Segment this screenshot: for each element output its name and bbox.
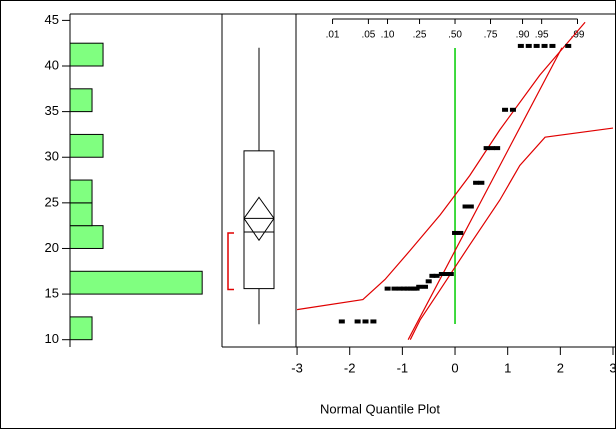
quantile-point: [549, 43, 556, 48]
quantile-point: [457, 230, 464, 235]
quantile-point: [354, 319, 361, 324]
prob-tick-label: .90: [516, 30, 530, 41]
y-tick-label: 25: [45, 194, 59, 209]
confidence-band: [296, 21, 586, 311]
quantile-point: [400, 286, 407, 291]
quantile-point: [433, 273, 440, 278]
quantile-point: [565, 43, 572, 48]
prob-tick-label: .95: [535, 30, 549, 41]
prob-tick-label: .10: [381, 30, 395, 41]
quantile-point: [494, 146, 501, 151]
y-tick-label: 35: [45, 103, 59, 118]
quantile-point: [422, 284, 429, 289]
quantile-point: [462, 204, 469, 209]
histogram-bar: [69, 202, 93, 227]
prob-tick-label: .99: [571, 30, 585, 41]
x-tick-label: -3: [291, 360, 303, 375]
mean-diamond: [243, 196, 275, 242]
quantile-point: [452, 230, 459, 235]
quantile-point: [467, 204, 474, 209]
quantile-point: [370, 319, 377, 324]
quantile-point: [416, 284, 423, 289]
quantile-point: [533, 43, 540, 48]
quantile-point: [525, 43, 532, 48]
histogram-bar: [69, 316, 93, 341]
x-axis-label: Normal Quantile Plot: [320, 401, 440, 416]
histogram-bar: [69, 88, 93, 113]
quantile-point: [407, 286, 414, 291]
quantile-point: [404, 286, 411, 291]
quantile-point: [438, 272, 445, 277]
y-tick-label: 20: [45, 240, 59, 255]
x-tick-label: 3: [609, 360, 616, 375]
x-tick-label: -1: [397, 360, 409, 375]
y-tick-label: 45: [45, 12, 59, 27]
prob-tick-label: .75: [484, 30, 498, 41]
quantile-point: [425, 279, 432, 284]
confidence-band: [409, 127, 614, 340]
y-tick-label: 40: [45, 57, 59, 72]
quantile-point: [509, 107, 516, 112]
quantile-point: [488, 146, 495, 151]
quantile-point: [429, 273, 436, 278]
quantile-point: [362, 319, 369, 324]
box: [243, 150, 275, 290]
y-tick-label: 10: [45, 331, 59, 346]
quantile-point: [541, 43, 548, 48]
histogram-bar: [69, 225, 104, 249]
y-tick-label: 30: [45, 149, 59, 164]
quantile-point: [517, 43, 524, 48]
prob-tick-label: .50: [448, 30, 462, 41]
prob-tick-label: .01: [326, 30, 340, 41]
prob-tick-label: .25: [413, 30, 427, 41]
histogram-bar: [69, 42, 104, 67]
quantile-point: [483, 146, 490, 151]
quantile-point: [384, 286, 391, 291]
x-tick-label: 0: [451, 360, 458, 375]
x-tick-label: 2: [557, 360, 564, 375]
shortest-half-bracket: [227, 232, 234, 291]
quantile-point: [338, 319, 345, 324]
quantile-point: [391, 286, 398, 291]
y-tick-label: 15: [45, 286, 59, 301]
histogram-bar: [69, 270, 203, 295]
quantile-point: [473, 180, 480, 185]
prob-tick-label: .05: [361, 30, 375, 41]
quantile-point: [447, 272, 454, 277]
x-tick-label: -2: [344, 360, 356, 375]
histogram-bar: [69, 179, 93, 204]
quantile-point: [396, 286, 403, 291]
quantile-point: [444, 272, 451, 277]
x-tick-label: 1: [504, 360, 511, 375]
quantile-point: [502, 107, 509, 112]
fit-line: [407, 47, 563, 340]
histogram-bar: [69, 133, 104, 158]
quantile-point: [478, 180, 485, 185]
